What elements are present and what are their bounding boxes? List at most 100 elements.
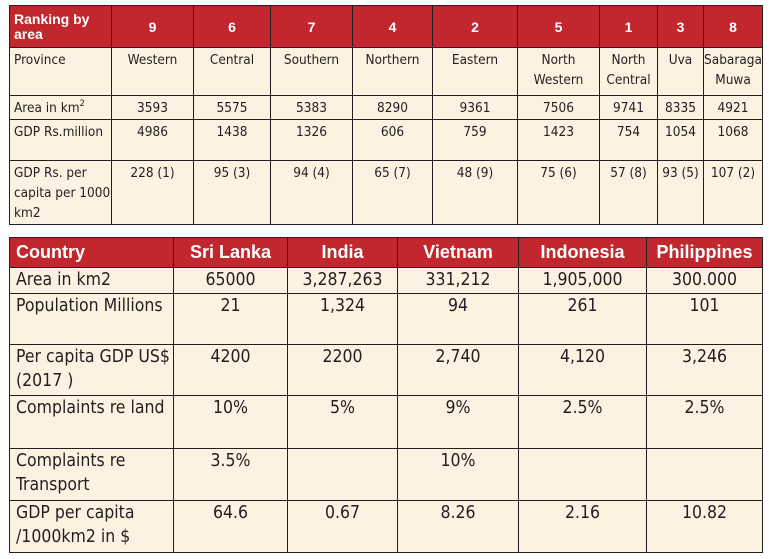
area-row: Area in km2 3593 5575 5383 8290 9361 750… [9, 95, 763, 120]
table-cell: 10% [173, 395, 288, 449]
gdp-per-capita-row: GDP Rs. per capita per 1000 km2 228 (1) … [9, 160, 763, 225]
table-cell: 3,246 [646, 344, 763, 396]
table-cell: 65 (7) [352, 160, 433, 225]
per-capita-gdp-row: Per capita GDP US$ (2017 ) 4200 2200 2,7… [9, 344, 763, 396]
table-cell: 3593 [111, 95, 194, 120]
table-cell: 606 [352, 119, 433, 161]
row-label: Area in km2 [9, 267, 174, 294]
table-cell: 754 [599, 119, 658, 161]
complaints-land-row: Complaints re land 10% 5% 9% 2.5% 2.5% [9, 395, 763, 449]
table-cell: 2,740 [397, 344, 519, 396]
country-header: Country [9, 237, 174, 268]
country-comparison-table: Country Sri Lanka India Vietnam Indonesi… [9, 237, 763, 553]
table-cell: 5% [287, 395, 398, 449]
row-label: Per capita GDP US$ (2017 ) [9, 344, 174, 396]
table-cell: 64.6 [173, 500, 288, 553]
table-cell: 1438 [193, 119, 271, 161]
superscript: 2 [79, 99, 85, 109]
table-cell: 2.5% [518, 395, 647, 449]
row-label: Area in km2 [9, 95, 112, 120]
table-cell: 4,120 [518, 344, 647, 396]
table-cell: 1,324 [287, 293, 398, 345]
table-cell: 1068 [703, 119, 763, 161]
province-ranking-table: Ranking by area 9 6 7 4 2 5 1 3 8 Provin… [9, 5, 763, 225]
area-row: Area in km2 65000 3,287,263 331,212 1,90… [9, 267, 763, 294]
table-cell: 4986 [111, 119, 194, 161]
table-cell: 3,287,263 [287, 267, 398, 294]
rank-cell: 6 [193, 5, 271, 48]
country-header-row: Country Sri Lanka India Vietnam Indonesi… [9, 237, 763, 268]
country-name: Philippines [646, 237, 763, 268]
table-cell: 1,905,000 [518, 267, 647, 294]
table-cell: Western [111, 47, 194, 96]
country-name: Indonesia [518, 237, 647, 268]
country-name: Vietnam [397, 237, 519, 268]
table-cell: 8290 [352, 95, 433, 120]
rank-cell: 5 [517, 5, 600, 48]
table-cell: 21 [173, 293, 288, 345]
row-label: Complaints re Transport [9, 448, 174, 501]
row-label: GDP per capita /1000km2 in $ [9, 500, 174, 553]
table-cell: 65000 [173, 267, 288, 294]
complaints-transport-row: Complaints re Transport 3.5% 10% [9, 448, 763, 501]
table-cell: 10% [397, 448, 519, 501]
table-cell [518, 448, 647, 501]
table-cell: 228 (1) [111, 160, 194, 225]
table-cell: 2200 [287, 344, 398, 396]
table-cell: 4200 [173, 344, 288, 396]
ranking-by-area-header: Ranking by area [9, 5, 112, 48]
table-cell: Southern [270, 47, 353, 96]
table-cell: North Western [517, 47, 600, 96]
table-cell: Eastern [432, 47, 518, 96]
table-cell: 4921 [703, 95, 763, 120]
table-cell: 9361 [432, 95, 518, 120]
rank-cell: 9 [111, 5, 194, 48]
table-cell: 95 (3) [193, 160, 271, 225]
table-cell: 261 [518, 293, 647, 345]
gdp-row: GDP Rs.million 4986 1438 1326 606 759 14… [9, 119, 763, 161]
table-cell: 5383 [270, 95, 353, 120]
table-cell: 5575 [193, 95, 271, 120]
rank-cell: 3 [657, 5, 704, 48]
table-cell: North Central [599, 47, 658, 96]
table-cell: 759 [432, 119, 518, 161]
row-label: GDP Rs. per capita per 1000 km2 [9, 160, 112, 225]
rank-cell: 7 [270, 5, 353, 48]
table-cell: Sabaraga Muwa [703, 47, 763, 96]
row-label: GDP Rs.million [9, 119, 112, 161]
table-cell: Central [193, 47, 271, 96]
rank-cell: 4 [352, 5, 433, 48]
table-cell: 1054 [657, 119, 704, 161]
province-row: Province Western Central Southern Northe… [9, 47, 763, 96]
table-cell: 2.5% [646, 395, 763, 449]
table-cell: 1326 [270, 119, 353, 161]
row-label: Population Millions [9, 293, 174, 345]
table-cell: 300.000 [646, 267, 763, 294]
table-cell: 75 (6) [517, 160, 600, 225]
table-cell: 9% [397, 395, 519, 449]
table-cell: Uva [657, 47, 704, 96]
table-cell: 0.67 [287, 500, 398, 553]
table-cell: 57 (8) [599, 160, 658, 225]
table-cell: 94 [397, 293, 519, 345]
table-cell: 3.5% [173, 448, 288, 501]
table-cell: 10.82 [646, 500, 763, 553]
table-cell [646, 448, 763, 501]
table-cell: 331,212 [397, 267, 519, 294]
country-name: India [287, 237, 398, 268]
row-label: Province [9, 47, 112, 96]
rank-cell: 2 [432, 5, 518, 48]
gdp-per-capita-per-area-row: GDP per capita /1000km2 in $ 64.6 0.67 8… [9, 500, 763, 553]
table-cell: Northern [352, 47, 433, 96]
rank-cell: 1 [599, 5, 658, 48]
table-cell: 94 (4) [270, 160, 353, 225]
country-name: Sri Lanka [173, 237, 288, 268]
table-cell: 107 (2) [703, 160, 763, 225]
table-cell: 2.16 [518, 500, 647, 553]
table-cell: 48 (9) [432, 160, 518, 225]
table-cell: 9741 [599, 95, 658, 120]
table-cell: 8335 [657, 95, 704, 120]
table-cell: 1423 [517, 119, 600, 161]
rank-cell: 8 [703, 5, 763, 48]
table-cell: 93 (5) [657, 160, 704, 225]
